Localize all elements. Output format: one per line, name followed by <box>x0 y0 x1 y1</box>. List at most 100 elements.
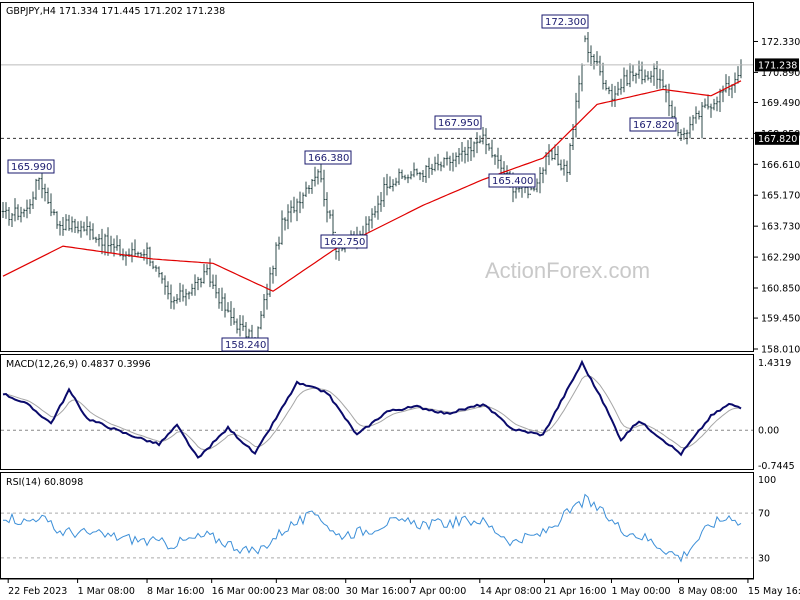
price-annotation: 167.820 <box>629 117 677 132</box>
ohlc-bar <box>145 242 149 265</box>
macd-tick-label: 1.4319 <box>758 358 791 369</box>
ohlc-bar <box>88 221 92 241</box>
ohlc-bar <box>406 174 410 184</box>
ohlc-bar <box>736 66 740 84</box>
ohlc-bar <box>721 85 725 103</box>
ohlc-bar <box>400 169 404 180</box>
ohlc-bar <box>685 129 689 145</box>
price-annotation: 162.750 <box>320 234 368 249</box>
ohlc-bar <box>232 307 236 325</box>
ohlc-bar <box>388 176 392 189</box>
ohlc-bar <box>91 223 95 240</box>
ohlc-bar <box>568 143 572 175</box>
ohlc-bar <box>697 110 701 120</box>
ohlc-bar <box>394 177 398 187</box>
price-tick-label: 166.610 <box>761 160 800 171</box>
ohlc-bar <box>478 135 482 144</box>
ohlc-bar <box>85 216 89 236</box>
ohlc-bar <box>148 246 152 267</box>
ohlc-bar <box>670 100 674 120</box>
ohlc-bar <box>223 293 227 318</box>
price-tick-label: 172.330 <box>761 37 800 48</box>
annotation-layer: 165.990 158.240 166.380 162.750 167.950 165.4… <box>7 14 677 352</box>
ohlc-bar <box>214 274 218 299</box>
ohlc-bar <box>586 32 590 63</box>
ohlc-bar <box>703 98 707 109</box>
ohlc-bar <box>487 143 491 151</box>
ohlc-bar <box>679 129 683 142</box>
macd-signal-line <box>2 375 742 451</box>
ohlc-bar <box>283 217 287 231</box>
price-annotation-label: 158.240 <box>225 340 266 351</box>
ohlc-bar <box>28 199 32 214</box>
macd-tick-label: -0.7445 <box>758 461 795 472</box>
ohlc-bar <box>205 264 209 276</box>
price-annotation: 166.380 <box>304 150 352 165</box>
ohlc-bar <box>175 293 179 304</box>
ohlc-bar <box>319 162 323 183</box>
ohlc-bar <box>379 192 383 212</box>
price-tick-label: 159.450 <box>761 314 800 325</box>
ohlc-bar <box>460 141 464 162</box>
ohlc-bar <box>277 236 281 250</box>
ohlc-bar <box>565 160 569 183</box>
current-price-tag-text: 171.238 <box>758 60 797 71</box>
ohlc-bar <box>598 55 602 76</box>
price-tick-label: 160.850 <box>761 284 800 295</box>
price-panel-title: GBPJPY,H4 171.334 171.445 171.202 171.23… <box>6 6 225 17</box>
ohlc-bar <box>163 275 167 295</box>
ohlc-bar <box>322 169 326 207</box>
ohlc-bar <box>496 147 500 169</box>
x-tick-label: 16 Mar 00:00 <box>212 586 275 597</box>
ohlc-bar <box>328 210 332 219</box>
ohlc-bar <box>199 277 203 288</box>
ohlc-bar <box>61 217 65 236</box>
ohlc-bar <box>382 177 386 208</box>
ohlc-bar <box>655 60 659 89</box>
ohlc-bar <box>16 204 20 221</box>
x-tick-label: 14 Apr 08:00 <box>480 586 542 597</box>
ohlc-bar <box>64 214 68 231</box>
ohlc-bar <box>4 202 8 219</box>
macd-line <box>2 359 742 459</box>
x-tick-label: 8 Mar 16:00 <box>147 586 204 597</box>
ohlc-bar <box>634 72 638 84</box>
ohlc-bar <box>649 70 653 83</box>
ohlc-bar <box>616 81 620 96</box>
rsi-tick-label: 100 <box>758 475 776 486</box>
ohlc-bar <box>238 315 242 337</box>
ohlc-bar <box>631 64 635 82</box>
ohlc-bar <box>595 51 599 66</box>
rsi-layer <box>1 493 753 563</box>
ohlc-bar <box>49 193 53 217</box>
ohlc-bar <box>628 63 632 88</box>
ohlc-bar <box>241 315 245 331</box>
price-annotation-box <box>304 150 352 165</box>
ohlc-bar <box>613 85 617 108</box>
ohlc-bar <box>70 216 74 233</box>
rsi-tick-label: 30 <box>758 553 770 564</box>
ohlc-bar <box>226 302 230 313</box>
price-annotation: 172.300 <box>541 14 589 29</box>
ohlc-bar <box>34 178 38 200</box>
ohlc-bar <box>409 171 413 180</box>
watermark: ActionForex.com <box>485 258 650 283</box>
ohlc-bar <box>694 106 698 124</box>
ohlc-bar <box>607 86 611 95</box>
ohlc-bar <box>142 249 146 261</box>
ohlc-bar <box>601 62 605 90</box>
ohlc-bar <box>637 60 641 79</box>
price-tick-label: 165.170 <box>761 191 800 202</box>
ohlc-bar <box>313 166 317 187</box>
rsi-tick-label: 70 <box>758 509 770 520</box>
ohlc-bar <box>73 218 77 233</box>
ohlc-bar <box>169 284 173 309</box>
ohlc-bar <box>574 92 578 138</box>
price-annotation-box <box>541 14 589 29</box>
macd-tick-label: 0.00 <box>758 426 779 437</box>
price-annotation-label: 166.380 <box>308 153 349 164</box>
x-tick-label: 15 May 16:00 <box>748 586 800 597</box>
ohlc-bar <box>97 233 101 247</box>
ohlc-bar <box>271 265 275 284</box>
price-annotation-box <box>488 173 536 188</box>
